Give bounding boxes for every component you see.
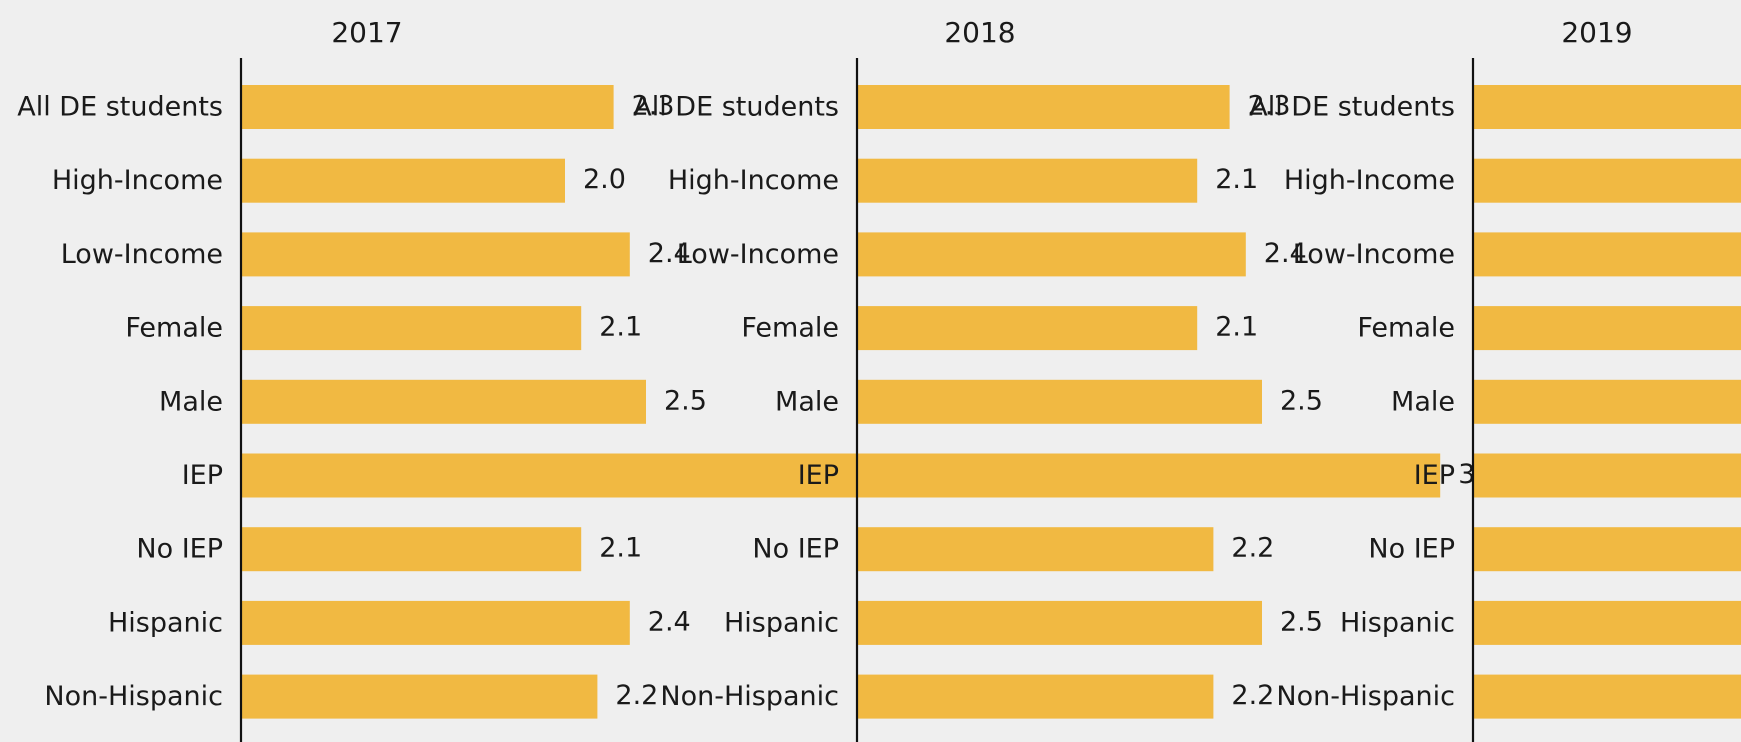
bar bbox=[1473, 158, 1741, 203]
bar bbox=[1473, 379, 1741, 424]
bar bbox=[241, 158, 565, 203]
value-label: 2.2 bbox=[1231, 533, 1274, 564]
bar bbox=[857, 158, 1198, 203]
value-label: 2.1 bbox=[1215, 312, 1258, 343]
category-label: Non-Hispanic bbox=[660, 681, 839, 712]
bar bbox=[241, 453, 906, 498]
category-label: No IEP bbox=[752, 534, 839, 565]
category-label: High-Income bbox=[1284, 165, 1455, 196]
bar bbox=[241, 600, 630, 645]
category-label: Male bbox=[1391, 386, 1455, 417]
category-label: IEP bbox=[1414, 460, 1455, 491]
bar bbox=[857, 527, 1214, 572]
category-label: No IEP bbox=[136, 534, 223, 565]
value-label: 2.5 bbox=[1280, 385, 1323, 416]
bar bbox=[241, 379, 646, 424]
category-label: Hispanic bbox=[108, 607, 223, 638]
bar bbox=[857, 306, 1198, 351]
bar bbox=[857, 453, 1441, 498]
bar bbox=[1473, 232, 1741, 277]
panel-title: 2017 bbox=[331, 16, 402, 49]
bar bbox=[857, 674, 1214, 719]
bar bbox=[857, 379, 1262, 424]
category-label: High-Income bbox=[668, 165, 839, 196]
value-label: 2.1 bbox=[1215, 164, 1258, 195]
category-label: IEP bbox=[182, 460, 223, 491]
bar bbox=[857, 85, 1230, 129]
value-label: 2.3 bbox=[632, 91, 675, 122]
bar bbox=[241, 306, 582, 351]
category-label: All DE students bbox=[1249, 92, 1455, 123]
value-label: 2.2 bbox=[1231, 680, 1274, 711]
bar bbox=[241, 85, 614, 129]
category-label: Non-Hispanic bbox=[44, 681, 223, 712]
category-label: All DE students bbox=[633, 92, 839, 123]
bar bbox=[241, 674, 598, 719]
value-label: 2.2 bbox=[615, 680, 658, 711]
category-label: Male bbox=[775, 386, 839, 417]
bar bbox=[1473, 527, 1741, 572]
panel-title: 2018 bbox=[944, 16, 1015, 49]
bar bbox=[1473, 453, 1741, 498]
value-label: 2.4 bbox=[1264, 238, 1307, 269]
category-label: Female bbox=[1357, 313, 1455, 344]
bar bbox=[1473, 674, 1741, 719]
category-label: Hispanic bbox=[1340, 607, 1455, 638]
value-label: 2.5 bbox=[1280, 606, 1323, 637]
panel-title: 2019 bbox=[1561, 16, 1632, 49]
value-label: 2.5 bbox=[664, 385, 707, 416]
bar bbox=[241, 527, 582, 572]
category-label: Low-Income bbox=[61, 239, 223, 270]
value-label: 2.3 bbox=[1248, 91, 1291, 122]
category-label: IEP bbox=[798, 460, 839, 491]
bar bbox=[1473, 85, 1741, 129]
category-label: Female bbox=[125, 313, 223, 344]
bar bbox=[857, 232, 1246, 277]
bar bbox=[241, 232, 630, 277]
category-label: Non-Hispanic bbox=[1276, 681, 1455, 712]
category-label: Male bbox=[159, 386, 223, 417]
bar bbox=[1473, 600, 1741, 645]
category-label: Low-Income bbox=[677, 239, 839, 270]
value-label: 2.0 bbox=[583, 164, 626, 195]
category-label: No IEP bbox=[1368, 534, 1455, 565]
bar bbox=[1473, 306, 1741, 351]
value-label: 2.1 bbox=[599, 312, 642, 343]
category-label: Low-Income bbox=[1293, 239, 1455, 270]
category-label: Hispanic bbox=[724, 607, 839, 638]
value-label: 2.4 bbox=[648, 238, 691, 269]
bar bbox=[857, 600, 1262, 645]
category-label: Female bbox=[741, 313, 839, 344]
value-label: 2.1 bbox=[599, 533, 642, 564]
category-label: All DE students bbox=[17, 92, 223, 123]
value-label: 2.4 bbox=[648, 606, 691, 637]
category-label: High-Income bbox=[52, 165, 223, 196]
